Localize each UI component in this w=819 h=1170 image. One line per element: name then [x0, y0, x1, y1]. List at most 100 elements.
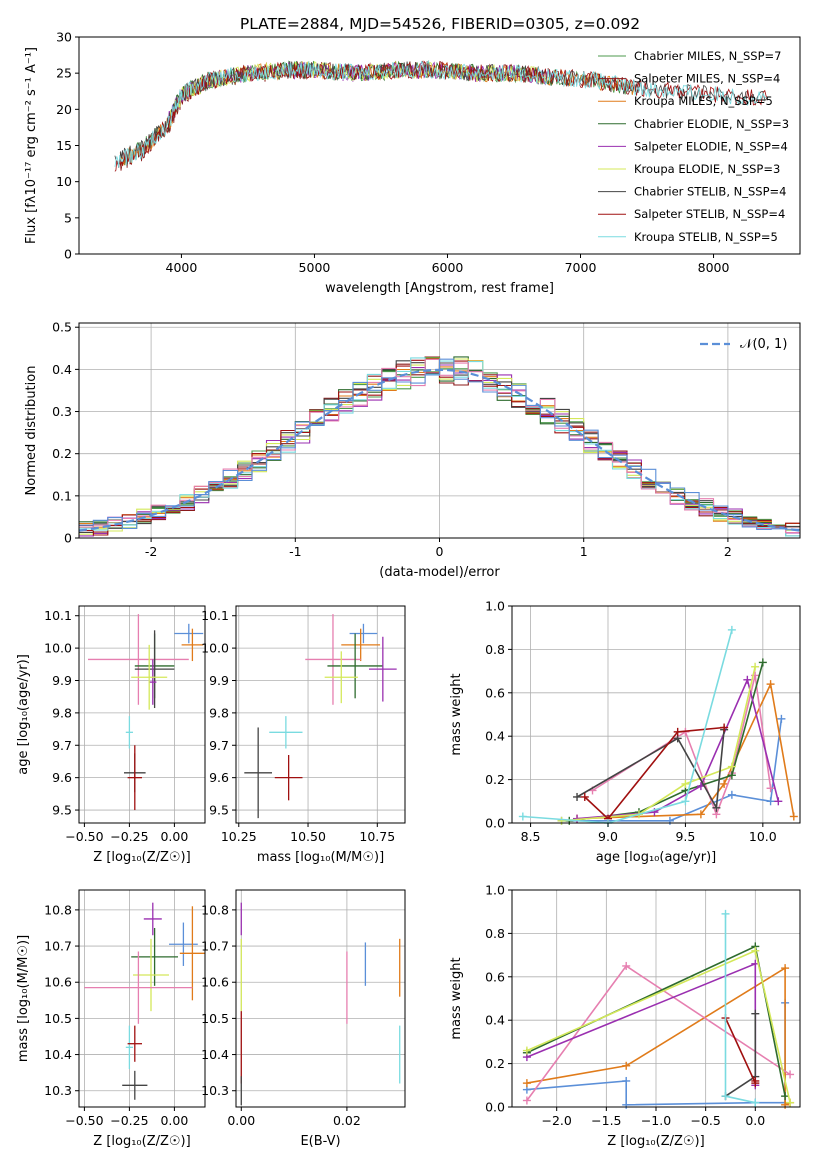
y-axis-label: mass weight — [449, 673, 464, 755]
axes-frame — [235, 605, 406, 824]
x-tick-label: 4000 — [166, 260, 198, 275]
errorbar-point — [368, 636, 397, 702]
y-tick-label: 25 — [56, 66, 72, 81]
weight-marker — [665, 816, 674, 825]
weight-marker — [751, 1076, 760, 1085]
weight-marker — [622, 1076, 631, 1085]
y-tick-label: 9.9 — [52, 673, 72, 688]
x-tick-label: 10.75 — [359, 829, 395, 844]
x-tick-label: 5000 — [299, 260, 331, 275]
weight-marker — [673, 727, 682, 736]
errorbar-point — [327, 633, 383, 699]
plot-area — [522, 909, 795, 1109]
errorbar-point — [134, 630, 175, 709]
weight-marker — [777, 714, 786, 723]
errorbar-point — [88, 614, 189, 705]
y-tick-label: 10.6 — [44, 975, 72, 990]
errorbar-point — [174, 623, 204, 644]
y-tick-label: 9.7 — [209, 738, 229, 753]
weight-marker — [786, 1098, 795, 1107]
y-tick-label: 10.7 — [201, 939, 229, 954]
panel-mass-vs-Z: −0.50 −0.25 0.00 10.3 10.4 10.5 10.6 10.7 10.8 Z … — [16, 889, 206, 1149]
x-tick-label: 6000 — [432, 260, 464, 275]
y-tick-label: 0 — [64, 531, 72, 546]
errorbar-point — [181, 628, 204, 662]
y-tick-label: 0.2 — [485, 1056, 505, 1071]
legend: Chabrier MILES, N_SSP=7 Salpeter MILES, N… — [598, 49, 789, 244]
x-tick-label: 9.5 — [675, 829, 695, 844]
weight-marker — [743, 675, 752, 684]
plot-area — [518, 625, 798, 827]
y-tick-label: 5 — [64, 210, 72, 225]
y-axis-label: mass [log₁₀(M/M☉)] — [16, 935, 31, 1062]
plot-area — [244, 614, 397, 819]
weight-marker — [522, 1096, 531, 1105]
legend-label: Kroupa MILES, N_SSP=5 — [634, 94, 773, 108]
axes-frame — [78, 605, 206, 824]
legend-label: Salpeter ELODIE, N_SSP=4 — [634, 139, 788, 153]
figure-title: PLATE=2884, MJD=54526, FIBERID=0305, z=0… — [240, 15, 640, 33]
legend-label: Chabrier ELODIE, N_SSP=3 — [634, 117, 789, 131]
panel-mass-vs-EBV: 0.00 0.02 10.3 10.4 10.5 10.6 10.7 10.8 E(B-V) — [201, 889, 406, 1149]
x-tick-label: 8.5 — [521, 829, 541, 844]
legend-label: Chabrier MILES, N_SSP=7 — [634, 49, 781, 63]
y-tick-label: 1.0 — [485, 883, 505, 898]
x-tick-label: 1 — [580, 544, 588, 559]
x-tick-label: −0.50 — [65, 1113, 103, 1128]
x-axis-label: wavelength [Angstrom, rest frame] — [325, 281, 554, 296]
weight-marker — [766, 784, 775, 793]
plot-area — [88, 614, 204, 811]
panel-weight-vs-age: 8.5 9.0 9.5 10.0 0.0 0.2 0.4 0.6 0.8 1.0 age [log₁… — [449, 599, 801, 865]
weight-marker — [681, 779, 690, 788]
x-tick-label: 0 — [436, 544, 444, 559]
errorbar-point — [131, 644, 168, 710]
plot-area — [240, 902, 401, 1106]
weight-marker — [721, 909, 730, 918]
axes-frame — [78, 889, 206, 1108]
x-tick-label: 10.0 — [749, 829, 777, 844]
normal-curve — [78, 368, 801, 532]
y-tick-label: 10 — [56, 174, 72, 189]
plot-area — [114, 59, 768, 172]
weight-marker — [758, 658, 767, 667]
x-tick-label: 7000 — [565, 260, 597, 275]
panel-age-vs-mass: 10.25 10.50 10.75 9.5 9.6 9.7 9.8 9.9 10.0 10.1 ma… — [201, 605, 406, 865]
weight-marker — [518, 812, 527, 821]
errorbar-point — [143, 902, 162, 936]
y-tick-label: 10.8 — [44, 902, 72, 917]
y-tick-label: 30 — [56, 30, 72, 45]
weight-marker — [774, 797, 783, 806]
errorbar-point — [169, 922, 198, 966]
x-axis-label: Z [log₁₀(Z/Z☉)] — [93, 1134, 190, 1149]
panel-spectrum: 4000 5000 6000 7000 8000 0 5 10 15 20 25 30 waveleng… — [24, 30, 801, 296]
x-tick-label: −0.25 — [110, 829, 148, 844]
legend-label: Kroupa ELODIE, N_SSP=3 — [634, 162, 780, 176]
y-tick-label: 0.8 — [485, 926, 505, 941]
weight-line — [526, 966, 791, 1107]
axes-frame — [511, 605, 801, 824]
y-tick-label: 9.7 — [52, 738, 72, 753]
x-tick-label: 2 — [724, 544, 732, 559]
x-axis-label: (data-model)/error — [379, 565, 500, 580]
weight-marker — [727, 790, 736, 799]
x-axis-label: E(B-V) — [300, 1134, 340, 1149]
y-tick-label: 10.7 — [44, 939, 72, 954]
weight-marker — [751, 1009, 760, 1018]
y-tick-label: 1.0 — [485, 599, 505, 614]
x-axis-label: Z [log₁₀(Z/Z☉)] — [93, 850, 190, 865]
weight-marker — [580, 792, 589, 801]
weight-marker — [766, 797, 775, 806]
weight-marker — [522, 1046, 531, 1055]
weight-line — [724, 1017, 757, 1084]
errorbar-point — [244, 727, 273, 819]
y-tick-label: 10.6 — [201, 975, 229, 990]
weight-marker — [712, 803, 721, 812]
weight-marker — [781, 964, 790, 973]
errorbar-point — [341, 628, 381, 662]
legend-label: Salpeter MILES, N_SSP=4 — [634, 72, 780, 86]
y-tick-label: 10.3 — [44, 1083, 72, 1098]
y-tick-label: 10.0 — [201, 641, 229, 656]
panel-residual-histogram: -2 -1 0 1 2 0 0.1 0.2 0.3 0.4 0.5 (data-model)/erro… — [24, 320, 801, 580]
weight-marker — [727, 771, 736, 780]
